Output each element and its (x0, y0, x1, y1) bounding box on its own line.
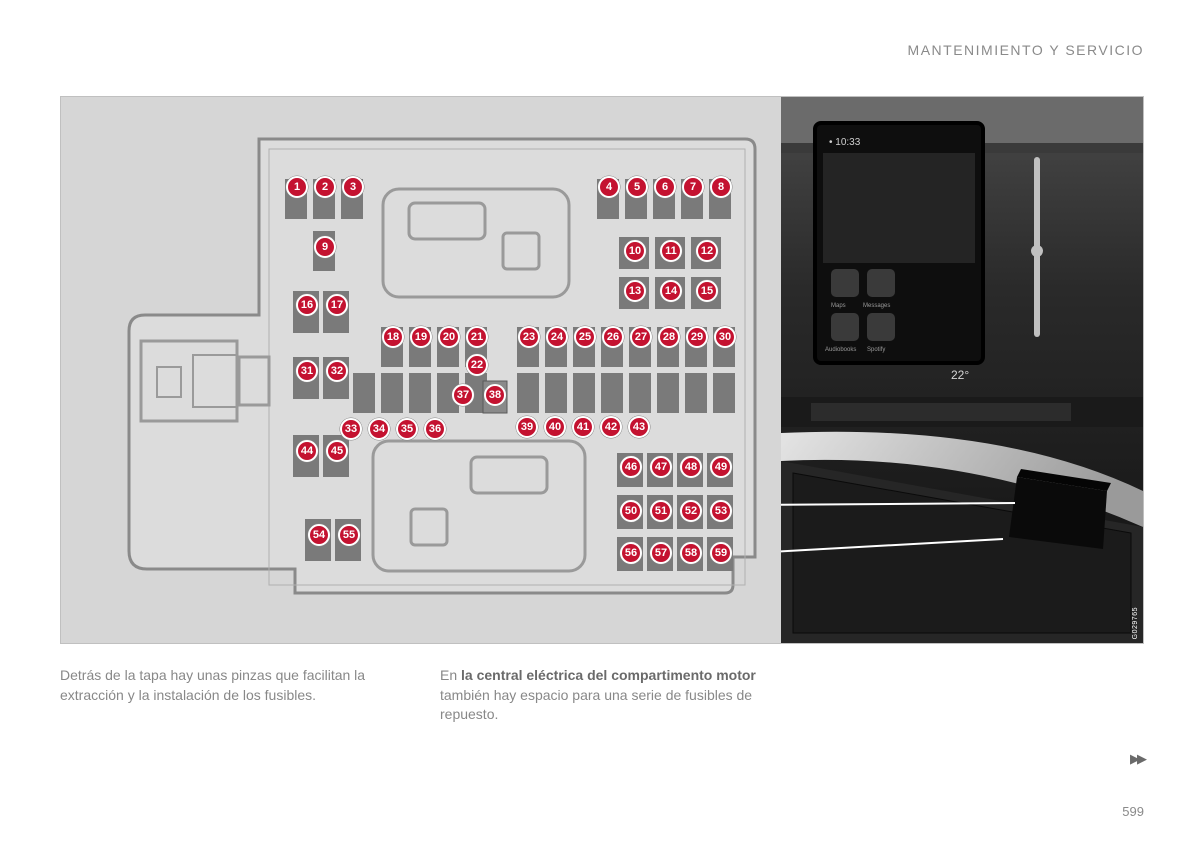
fuse-marker: 20 (438, 326, 460, 348)
continuation-arrows: ▶▶ (1130, 751, 1144, 767)
col2-post: también hay espacio para una serie de fu… (440, 687, 752, 723)
fuse-marker: 51 (650, 500, 672, 522)
fuse-marker: 34 (368, 418, 390, 440)
fuse-marker: 19 (410, 326, 432, 348)
fuse-marker: 9 (314, 236, 336, 258)
fuse-marker: 40 (544, 416, 566, 438)
svg-text:Spotify: Spotify (867, 347, 885, 353)
fuse-marker: 13 (624, 280, 646, 302)
fuse-marker: 25 (574, 326, 596, 348)
fuse-marker: 39 (516, 416, 538, 438)
fuse-marker: 28 (658, 326, 680, 348)
figure-code: G029765 (1132, 607, 1139, 639)
fuse-marker: 3 (342, 176, 364, 198)
fuse-marker: 49 (710, 456, 732, 478)
svg-text:Messages: Messages (863, 303, 890, 309)
fuse-marker: 53 (710, 500, 732, 522)
fuse-marker: 30 (714, 326, 736, 348)
svg-text:22°: 22° (951, 368, 969, 382)
figure: • 10:33 Maps Messages Audiobooks Spotify… (60, 96, 1144, 644)
fuse-marker: 35 (396, 418, 418, 440)
fuse-marker: 1 (286, 176, 308, 198)
fuse-marker: 42 (600, 416, 622, 438)
fuse-marker: 14 (660, 280, 682, 302)
fuse-marker: 41 (572, 416, 594, 438)
svg-text:Maps: Maps (831, 303, 846, 309)
fuse-marker: 16 (296, 294, 318, 316)
page-number: 599 (1122, 804, 1144, 819)
fuse-marker: 10 (624, 240, 646, 262)
fuse-marker: 4 (598, 176, 620, 198)
fuse-marker: 5 (626, 176, 648, 198)
fuse-marker: 26 (602, 326, 624, 348)
fusebox-diagram: 1234567891011121314151617181920212223242… (97, 121, 765, 621)
fuse-marker: 37 (452, 384, 474, 406)
fuse-marker: 56 (620, 542, 642, 564)
screen-time: • 10:33 (829, 137, 861, 148)
fuse-marker: 23 (518, 326, 540, 348)
fuse-marker: 52 (680, 500, 702, 522)
fuse-marker: 31 (296, 360, 318, 382)
fuse-marker: 57 (650, 542, 672, 564)
fuse-marker: 32 (326, 360, 348, 382)
fuse-marker: 54 (308, 524, 330, 546)
section-header: MANTENIMIENTO Y SERVICIO (908, 42, 1144, 58)
fuse-marker: 17 (326, 294, 348, 316)
fuse-marker: 12 (696, 240, 718, 262)
fuse-marker: 29 (686, 326, 708, 348)
fuse-marker: 2 (314, 176, 336, 198)
fuse-marker: 46 (620, 456, 642, 478)
fuse-marker: 47 (650, 456, 672, 478)
fuse-marker: 15 (696, 280, 718, 302)
fuse-marker: 59 (710, 542, 732, 564)
fuse-marker: 8 (710, 176, 732, 198)
fuse-marker: 43 (628, 416, 650, 438)
body-columns: Detrás de la tapa hay unas pinzas que fa… (60, 666, 1144, 725)
fuse-marker: 44 (296, 440, 318, 462)
fuse-marker: 55 (338, 524, 360, 546)
fuse-marker: 58 (680, 542, 702, 564)
fuse-marker: 11 (660, 240, 682, 262)
dashboard-photo: • 10:33 Maps Messages Audiobooks Spotify… (781, 97, 1143, 643)
fuse-marker: 27 (630, 326, 652, 348)
col2-bold: la central eléctrica del compartimento m… (461, 667, 756, 683)
fuse-marker: 22 (466, 354, 488, 376)
fuse-marker: 45 (326, 440, 348, 462)
col-2: En la central eléctrica del compartiment… (440, 666, 780, 725)
fuse-marker: 38 (484, 384, 506, 406)
fuse-marker: 21 (466, 326, 488, 348)
fuse-marker: 36 (424, 418, 446, 440)
col2-pre: En (440, 667, 461, 683)
col1-text: Detrás de la tapa hay unas pinzas que fa… (60, 667, 365, 703)
fuse-marker: 33 (340, 418, 362, 440)
fuse-marker: 48 (680, 456, 702, 478)
fuse-marker: 50 (620, 500, 642, 522)
fuse-marker: 7 (682, 176, 704, 198)
svg-text:Audiobooks: Audiobooks (825, 347, 856, 353)
fuse-marker: 18 (382, 326, 404, 348)
fuse-marker: 6 (654, 176, 676, 198)
col-1: Detrás de la tapa hay unas pinzas que fa… (60, 666, 400, 725)
fuse-marker: 24 (546, 326, 568, 348)
